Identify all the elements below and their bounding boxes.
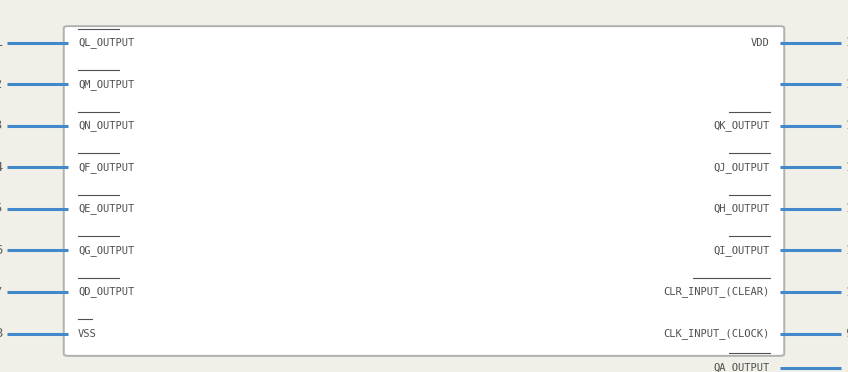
- Text: 11: 11: [845, 244, 848, 257]
- Text: 14: 14: [845, 119, 848, 132]
- Text: 3: 3: [0, 119, 3, 132]
- Text: 6: 6: [0, 244, 3, 257]
- Text: 15: 15: [845, 78, 848, 91]
- Text: QA_OUTPUT: QA_OUTPUT: [713, 362, 770, 372]
- Text: QM_OUTPUT: QM_OUTPUT: [78, 79, 135, 90]
- Text: 12: 12: [845, 202, 848, 215]
- Text: QJ_OUTPUT: QJ_OUTPUT: [713, 162, 770, 173]
- Text: VSS: VSS: [78, 328, 97, 339]
- Text: CLR_INPUT_(CLEAR): CLR_INPUT_(CLEAR): [664, 286, 770, 298]
- Text: 13: 13: [845, 161, 848, 174]
- Text: 1: 1: [0, 36, 3, 49]
- Text: QH_OUTPUT: QH_OUTPUT: [713, 203, 770, 214]
- Text: QN_OUTPUT: QN_OUTPUT: [78, 121, 135, 131]
- Text: 7: 7: [0, 286, 3, 298]
- Text: 5: 5: [0, 202, 3, 215]
- Text: QI_OUTPUT: QI_OUTPUT: [713, 245, 770, 256]
- Text: QF_OUTPUT: QF_OUTPUT: [78, 162, 135, 173]
- Text: 8: 8: [0, 327, 3, 340]
- FancyBboxPatch shape: [64, 26, 784, 356]
- Text: QD_OUTPUT: QD_OUTPUT: [78, 286, 135, 298]
- Text: QG_OUTPUT: QG_OUTPUT: [78, 245, 135, 256]
- Text: QK_OUTPUT: QK_OUTPUT: [713, 121, 770, 131]
- Text: 16: 16: [845, 36, 848, 49]
- Text: VDD: VDD: [751, 38, 770, 48]
- Text: CLK_INPUT_(CLOCK): CLK_INPUT_(CLOCK): [664, 328, 770, 339]
- Text: 10: 10: [845, 286, 848, 298]
- Text: 9: 9: [845, 327, 848, 340]
- Text: 2: 2: [0, 78, 3, 91]
- Text: 4: 4: [0, 161, 3, 174]
- Text: QL_OUTPUT: QL_OUTPUT: [78, 38, 135, 48]
- Text: QE_OUTPUT: QE_OUTPUT: [78, 203, 135, 214]
